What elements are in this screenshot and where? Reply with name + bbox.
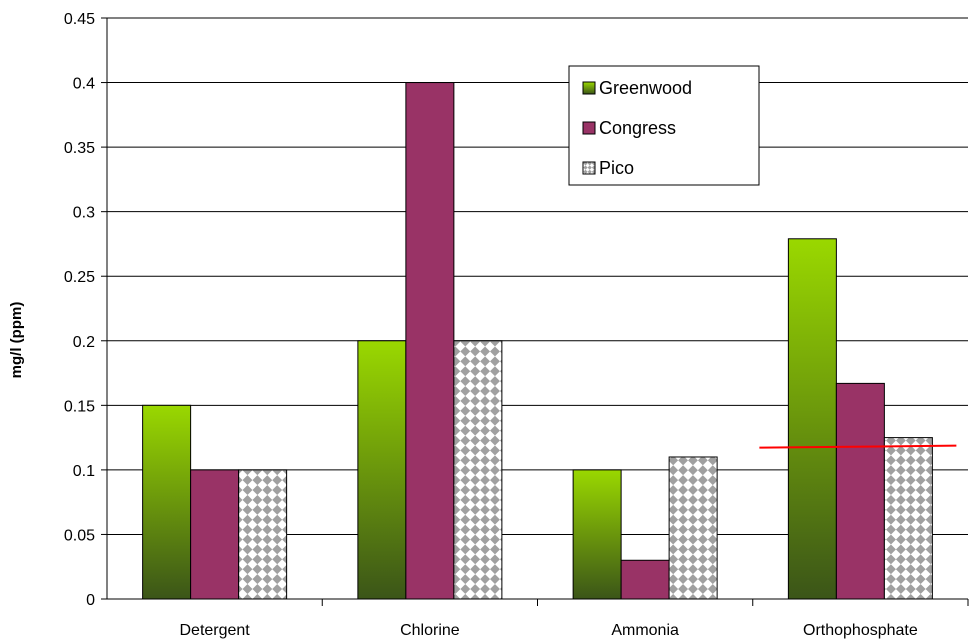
y-axis-label: mg/l (ppm)	[8, 302, 25, 379]
x-category-label: Ammonia	[611, 622, 679, 639]
bar-pico-orthophosphate	[883, 437, 933, 600]
bar-congress-ammonia	[620, 559, 670, 600]
y-tick-label: 0.35	[64, 140, 95, 157]
y-tick-label: 0.2	[73, 334, 95, 351]
y-tick-label: 0.45	[64, 11, 95, 28]
legend: Greenwood Congress Pico	[568, 65, 760, 186]
x-category-label: Chlorine	[400, 622, 460, 639]
bars	[142, 82, 933, 600]
bar-pico-detergent	[238, 469, 288, 600]
bar-congress-chlorine	[405, 82, 455, 600]
legend-box	[568, 65, 760, 186]
y-tick-label: 0.25	[64, 269, 95, 286]
x-category-label: Detergent	[179, 622, 250, 639]
bar-greenwood-orthophosphate	[787, 238, 837, 600]
legend-swatch-congress	[582, 121, 596, 135]
legend-label-pico: Pico	[599, 158, 634, 178]
y-tick-label: 0.05	[64, 527, 95, 544]
bar-congress-detergent	[190, 469, 240, 600]
y-tick-label: 0.3	[73, 205, 95, 222]
legend-swatch-greenwood	[582, 81, 596, 95]
y-tick-label: 0.15	[64, 398, 95, 415]
legend-label-greenwood: Greenwood	[599, 78, 692, 98]
y-tick-label: 0.4	[73, 76, 95, 93]
y-tick-label: 0.1	[73, 463, 95, 480]
bar-pico-chlorine	[453, 340, 503, 600]
x-category-label: Orthophosphate	[803, 622, 918, 639]
axes: 0 0.05 0.1 0.15 0.2 0.25 0.3 0.35 0.4 0.45 Deterge…	[64, 11, 969, 639]
legend-label-congress: Congress	[599, 118, 676, 138]
y-tick-label: 0	[86, 592, 95, 609]
reference-line	[759, 444, 957, 449]
reference-line-layer	[759, 444, 957, 449]
bar-greenwood-ammonia	[572, 469, 622, 600]
bar-pico-ammonia	[668, 456, 718, 600]
bar-greenwood-detergent	[142, 404, 192, 600]
legend-swatch-pico	[582, 161, 596, 175]
bar-greenwood-chlorine	[357, 340, 407, 600]
bar-congress-orthophosphate	[835, 382, 885, 600]
